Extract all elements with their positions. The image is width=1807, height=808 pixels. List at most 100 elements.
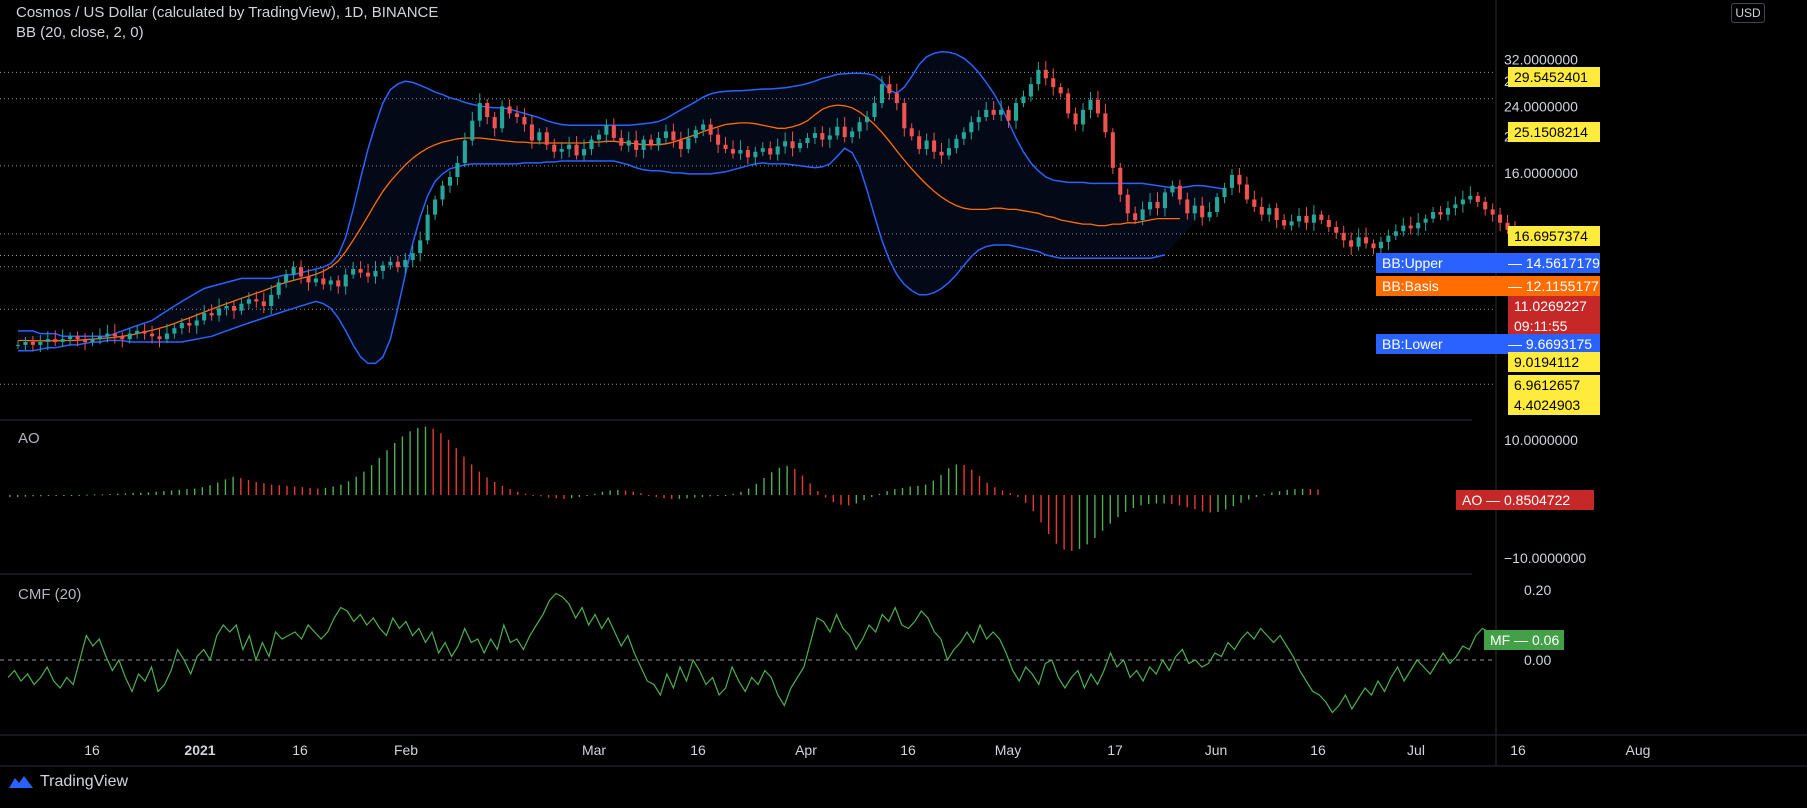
ao-bar	[409, 431, 411, 495]
ao-bar	[494, 482, 496, 495]
candle-body	[917, 136, 922, 150]
price-level-tag	[1508, 67, 1600, 87]
candle-body	[38, 341, 43, 345]
ao-bar	[1278, 491, 1281, 495]
candle	[1498, 207, 1503, 231]
candle-body	[53, 339, 58, 342]
candle	[1393, 224, 1398, 240]
candle	[1215, 193, 1220, 218]
ao-bar	[809, 483, 811, 495]
ao-bar	[86, 494, 88, 496]
candle-body	[90, 339, 95, 342]
candle	[1043, 61, 1048, 86]
ao-tag-text: AO — 0.8504722	[1462, 492, 1570, 508]
candle	[373, 261, 378, 284]
candle-body	[276, 282, 281, 295]
candle-body	[97, 336, 102, 340]
candle	[1192, 197, 1197, 221]
candle-body	[872, 103, 877, 118]
candle	[991, 101, 996, 120]
ao-pane-label[interactable]: AO	[18, 430, 40, 447]
candle-body	[894, 93, 899, 104]
ao-bar	[1040, 495, 1042, 523]
ao-bar	[63, 495, 65, 496]
candle-body	[611, 125, 616, 138]
candle	[1386, 229, 1391, 251]
candle-body	[1051, 78, 1056, 88]
ao-bar	[1032, 495, 1035, 512]
candle-body	[857, 122, 862, 132]
candle	[1401, 217, 1406, 237]
ao-bar	[455, 448, 457, 495]
candle-body	[1021, 96, 1026, 104]
candle-body	[1162, 192, 1168, 209]
candle	[1431, 207, 1436, 223]
ao-bar	[347, 481, 350, 495]
candle	[1073, 107, 1078, 131]
candle-body	[1177, 185, 1182, 200]
candle	[336, 275, 341, 294]
candle	[663, 124, 669, 145]
price-level-tag-text: 25.1508214	[1514, 124, 1588, 140]
candle	[611, 118, 616, 143]
candle	[946, 138, 952, 160]
candle-body	[1244, 184, 1249, 200]
candle-body	[284, 274, 289, 283]
candle-body	[909, 128, 914, 137]
ao-bar	[1209, 495, 1211, 513]
ao-bar	[140, 492, 142, 495]
candle	[894, 83, 899, 111]
ao-bar	[1294, 489, 1296, 495]
candle-body	[939, 151, 944, 156]
candle-body	[589, 139, 594, 150]
candle	[1006, 105, 1011, 128]
ao-bar	[1286, 489, 1288, 495]
ao-bar	[601, 491, 604, 495]
ao-bar	[178, 489, 180, 495]
time-tick-label: 16	[84, 742, 100, 758]
ao-tick-label: −10.0000000	[1504, 550, 1586, 566]
candle-body	[470, 120, 475, 141]
candle-body	[1423, 218, 1428, 223]
ao-bar	[555, 495, 557, 499]
ao-bar	[878, 493, 881, 495]
bb-tag	[1376, 276, 1600, 296]
candle-body	[403, 260, 408, 268]
candle-body	[1498, 214, 1503, 223]
ao-bar	[93, 494, 96, 496]
ao-bar	[694, 495, 696, 498]
candle-body	[596, 134, 601, 140]
candle	[1341, 225, 1346, 248]
candle	[313, 269, 318, 287]
candle	[1363, 227, 1369, 249]
bb-tag-value: — 9.6693175	[1508, 336, 1592, 352]
candle-body	[626, 140, 631, 146]
cmf-pane-label[interactable]: CMF (20)	[18, 586, 82, 603]
currency-button[interactable]: USD	[1731, 3, 1765, 23]
candle	[1371, 239, 1376, 255]
candle	[425, 204, 430, 245]
candle	[924, 133, 929, 156]
candle-body	[537, 132, 542, 141]
candle	[358, 261, 363, 278]
candle	[68, 332, 73, 346]
candle	[284, 269, 289, 288]
candle-body	[351, 268, 356, 275]
candle	[835, 117, 840, 140]
candle	[1460, 190, 1465, 213]
candle	[105, 324, 110, 343]
bb-lower-line	[18, 147, 1166, 365]
ao-bar	[186, 489, 188, 495]
indicator-label[interactable]: BB (20, close, 2, 0)	[16, 24, 144, 41]
candle	[53, 330, 58, 347]
candle	[239, 297, 244, 315]
time-tick-label: Feb	[394, 742, 418, 758]
candle	[1028, 77, 1033, 102]
candle-body	[343, 274, 348, 287]
candle	[395, 255, 400, 273]
ao-bar	[101, 494, 104, 496]
ao-bar	[863, 495, 865, 501]
tradingview-logo[interactable]: TradingView	[8, 773, 128, 791]
candle	[477, 93, 482, 127]
